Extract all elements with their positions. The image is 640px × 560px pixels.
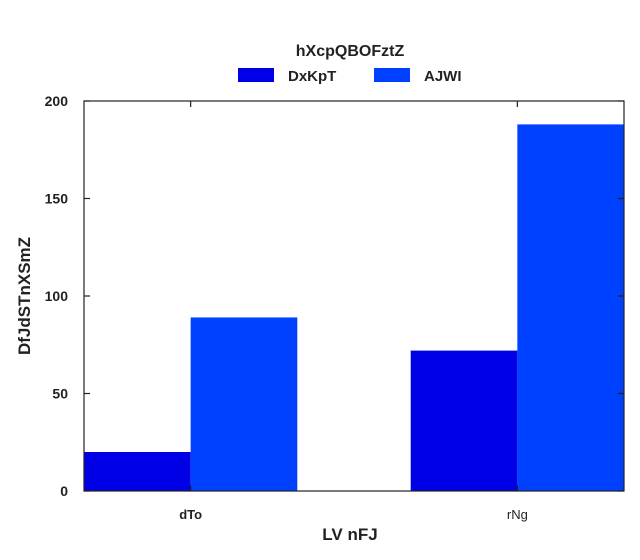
- y-axis-ticks: 0 50 100 150 200: [45, 93, 624, 499]
- x-axis-label: LV nFJ: [322, 525, 377, 544]
- bar-dxkpt-dto: [84, 452, 191, 491]
- legend-title: hXcpQBOFztZ: [296, 43, 405, 60]
- legend-label-dxkpt: DxKpT: [288, 68, 336, 85]
- bar-ajwi-rng: [517, 124, 624, 492]
- y-tick-label: 150: [45, 191, 69, 207]
- x-axis-ticks: dTo rNg: [179, 101, 528, 522]
- x-tick-label-dto: dTo: [179, 507, 202, 522]
- x-tick-label-rng: rNg: [507, 507, 528, 522]
- y-tick-label: 200: [45, 93, 69, 109]
- y-tick-label: 100: [45, 288, 69, 304]
- legend-label-ajwi: AJWI: [424, 68, 462, 85]
- bar-dxkpt-rng: [410, 350, 518, 491]
- y-axis-label: DfJdSTnXSmZ: [15, 237, 34, 355]
- bar-ajwi-dto: [190, 317, 298, 491]
- y-tick-label: 50: [52, 386, 68, 402]
- legend-swatch-ajwi: [374, 68, 410, 82]
- y-tick-label: 0: [60, 483, 68, 499]
- bars-group: [84, 124, 624, 492]
- legend-swatch-dxkpt: [238, 68, 274, 82]
